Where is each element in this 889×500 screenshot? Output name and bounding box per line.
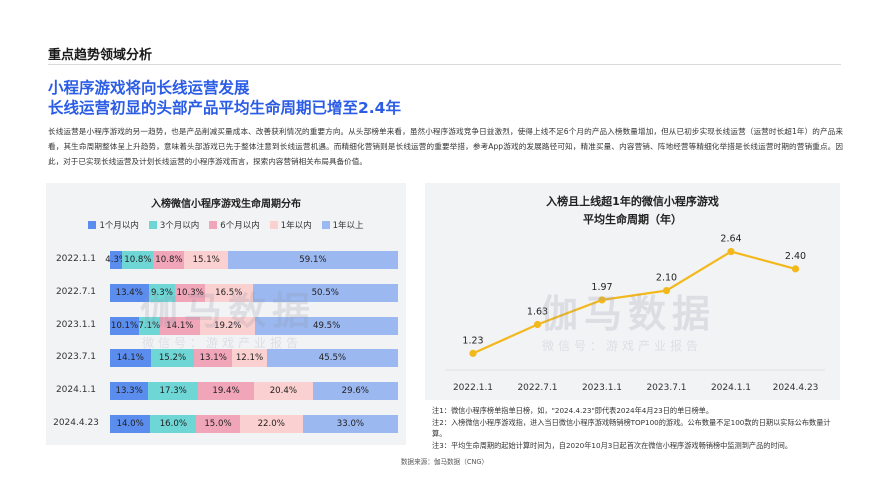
chart-notes: 注1：微信小程序榜单指单日榜，如，"2024.4.23"即代表2024年4月23… bbox=[432, 405, 844, 451]
lifecycle-distribution-legend: 1个月以内 3个月以内 6个月以内 1年以内 1年以上 bbox=[46, 219, 406, 231]
legend-item-3: 6个月以内 bbox=[209, 219, 260, 231]
bar-segment-2024.4.23-4: 22.0% bbox=[239, 415, 303, 433]
legend-swatch-1 bbox=[88, 221, 97, 229]
line-x-tick-label-5: 2024.1.1 bbox=[711, 383, 751, 393]
lifecycle-distribution-panel bbox=[46, 183, 406, 445]
bar-segment-2022.7.1-3: 10.3% bbox=[175, 283, 206, 302]
line-point-2023.1.1 bbox=[598, 296, 606, 304]
bar-category-label-4: 2023.7.1 bbox=[55, 352, 97, 363]
legend-swatch-3 bbox=[209, 221, 218, 229]
note-2: 注2：入榜微信小程序游戏指，进入当日微信小程序游戏畅销榜TOP100的游戏。公布… bbox=[432, 417, 831, 439]
legend-label-4: 1年以内 bbox=[280, 221, 312, 231]
bar-segment-2024.1.1-4: 20.4% bbox=[253, 382, 313, 401]
line-x-tick-label-2: 2022.7.1 bbox=[517, 383, 557, 393]
bar-segment-2023.1.1-2: 7.1% bbox=[138, 316, 160, 335]
headline-secondary: 长线运营初显的头部产品平均生命周期已增至2.4年 bbox=[48, 99, 401, 117]
average-lifecycle-panel bbox=[425, 183, 840, 400]
bar-segment-2024.1.1-1: 13.3% bbox=[110, 382, 149, 401]
bar-category-label-3: 2023.1.1 bbox=[55, 319, 97, 330]
bar-segment-2023.7.1-5: 45.5% bbox=[266, 349, 398, 368]
line-point-2024.4.23 bbox=[791, 265, 800, 273]
legend-label-2: 3个月以内 bbox=[159, 221, 200, 231]
legend-label-1: 1个月以内 bbox=[99, 221, 139, 231]
bar-row-2023.1.1: 10.1% 7.1% 14.1% 19.2% 49.5% bbox=[110, 316, 398, 335]
body-paragraph: 长线运营是小程序游戏的另一趋势，也是产品削减买量成本、改善获利情况的重要方向。从… bbox=[48, 127, 843, 166]
bar-category-label-2: 2022.7.1 bbox=[55, 286, 97, 297]
line-point-2024.1.1 bbox=[727, 247, 735, 256]
section-divider bbox=[48, 64, 841, 65]
line-point-2022.7.1 bbox=[533, 320, 542, 329]
bar-segment-2023.1.1-3: 14.1% bbox=[159, 316, 201, 335]
bar-segment-2023.7.1-3: 13.1% bbox=[194, 349, 233, 368]
bar-row-2024.1.1: 13.3% 17.3% 19.4% 20.4% 29.6% bbox=[110, 382, 398, 401]
data-source: 数据来源：伽马数据（CNG） bbox=[400, 458, 489, 466]
bar-segment-2024.4.23-2: 16.0% bbox=[150, 415, 197, 433]
average-lifecycle-line-chart: 1.23 2022.1.1 1.63 2022.7.1 1.97 2023.1.1 2.10… bbox=[445, 234, 825, 393]
lifecycle-distribution-title: 入榜微信小程序游戏生命周期分布 bbox=[151, 199, 301, 210]
line-point-2023.7.1 bbox=[662, 286, 671, 295]
line-x-tick-label-1: 2022.1.1 bbox=[453, 383, 493, 393]
legend-swatch-4 bbox=[269, 221, 278, 229]
bar-category-label-1: 2022.1.1 bbox=[55, 254, 97, 264]
bar-segment-2022.7.1-4: 16.5% bbox=[205, 283, 253, 302]
bar-row-2022.1.1: 4.3% 10.8% 10.8% 15.1% 59.1% bbox=[105, 251, 398, 269]
bar-segment-2023.1.1-1: 10.1% bbox=[110, 316, 140, 335]
line-data-label-2024.1.1: 2.64 bbox=[720, 234, 741, 245]
section-title: 重点趋势领域分析 bbox=[48, 48, 153, 63]
legend-swatch-2 bbox=[148, 221, 157, 229]
bar-segment-2024.4.23-1: 14.0% bbox=[110, 415, 151, 433]
bar-segment-2022.7.1-5: 50.5% bbox=[252, 283, 398, 302]
line-point-2022.1.1 bbox=[469, 349, 477, 357]
average-lifecycle-title-line1: 入榜且上线超1年的微信小程序游戏 bbox=[546, 195, 719, 208]
bar-row-2023.7.1: 14.1% 15.2% 13.1% 12.1% 45.5% bbox=[110, 349, 398, 368]
legend-swatch-5 bbox=[321, 221, 330, 229]
line-series-average-lifecycle bbox=[472, 250, 796, 355]
note-1: 注1：微信小程序榜单指单日榜，如，"2024.4.23"即代表2024年4月23… bbox=[432, 406, 714, 415]
bar-category-label-6: 2024.4.23 bbox=[53, 418, 99, 428]
bar-segment-2024.1.1-5: 29.6% bbox=[312, 382, 398, 401]
bar-segment-2022.1.1-4: 15.1% bbox=[184, 251, 228, 269]
line-data-label-2023.1.1: 1.97 bbox=[591, 282, 612, 293]
line-x-tick-label-6: 2024.4.23 bbox=[773, 383, 819, 393]
bar-segment-2023.7.1-2: 15.2% bbox=[150, 349, 195, 368]
bar-segment-2024.1.1-3: 19.4% bbox=[198, 382, 254, 401]
bar-segment-2022.1.1-5: 59.1% bbox=[227, 251, 398, 269]
bar-segment-2023.1.1-4: 19.2% bbox=[200, 316, 256, 335]
legend-label-5: 1年以上 bbox=[332, 221, 364, 231]
bar-category-label-5: 2024.1.1 bbox=[55, 385, 97, 396]
bar-segment-2023.7.1-1: 14.1% bbox=[110, 349, 151, 368]
bar-segment-2024.1.1-2: 17.3% bbox=[148, 382, 199, 401]
bar-row-2022.7.1: 13.4% 9.3% 10.3% 16.5% 50.5% bbox=[110, 283, 398, 302]
bar-segment-2023.7.1-4: 12.1% bbox=[232, 349, 267, 368]
bar-segment-2022.7.1-2: 9.3% bbox=[148, 283, 176, 302]
average-lifecycle-title-line2: 平均生命周期（年） bbox=[583, 213, 682, 226]
bar-segment-2024.4.23-3: 15.0% bbox=[196, 415, 240, 433]
legend-item-5: 1年以上 bbox=[321, 219, 364, 231]
legend-label-3: 6个月以内 bbox=[220, 221, 260, 231]
legend-item-2: 3个月以内 bbox=[148, 219, 200, 231]
bar-row-2024.4.23: 14.0% 16.0% 15.0% 22.0% 33.0% bbox=[110, 415, 398, 433]
bar-segment-2023.1.1-5: 49.5% bbox=[255, 316, 398, 335]
legend-item-1: 1个月以内 bbox=[88, 219, 139, 231]
bar-segment-2022.1.1-3: 10.8% bbox=[153, 251, 185, 269]
bar-segment-2022.7.1-1: 13.4% bbox=[110, 283, 149, 302]
headline-primary: 小程序游戏将向长线运营发展 bbox=[48, 79, 250, 97]
line-data-label-2022.7.1: 1.63 bbox=[527, 307, 548, 318]
legend-item-4: 1年以内 bbox=[269, 219, 312, 231]
bar-segment-2022.1.1-2: 10.8% bbox=[122, 251, 154, 269]
bar-segment-2022.1.1-1: 4.3% bbox=[105, 251, 127, 269]
line-data-label-2023.7.1: 2.10 bbox=[656, 273, 677, 284]
line-x-tick-label-4: 2023.7.1 bbox=[646, 383, 686, 393]
bar-segment-2024.4.23-5: 33.0% bbox=[302, 415, 398, 433]
line-data-label-2024.4.23: 2.40 bbox=[785, 251, 806, 262]
line-data-label-2022.1.1: 1.23 bbox=[462, 335, 483, 346]
line-x-tick-label-3: 2023.1.1 bbox=[582, 383, 622, 393]
note-3: 注3：平均生命周期的起始计算时间为，自2020年10月3日起首次在微信小程序游戏… bbox=[432, 440, 793, 450]
